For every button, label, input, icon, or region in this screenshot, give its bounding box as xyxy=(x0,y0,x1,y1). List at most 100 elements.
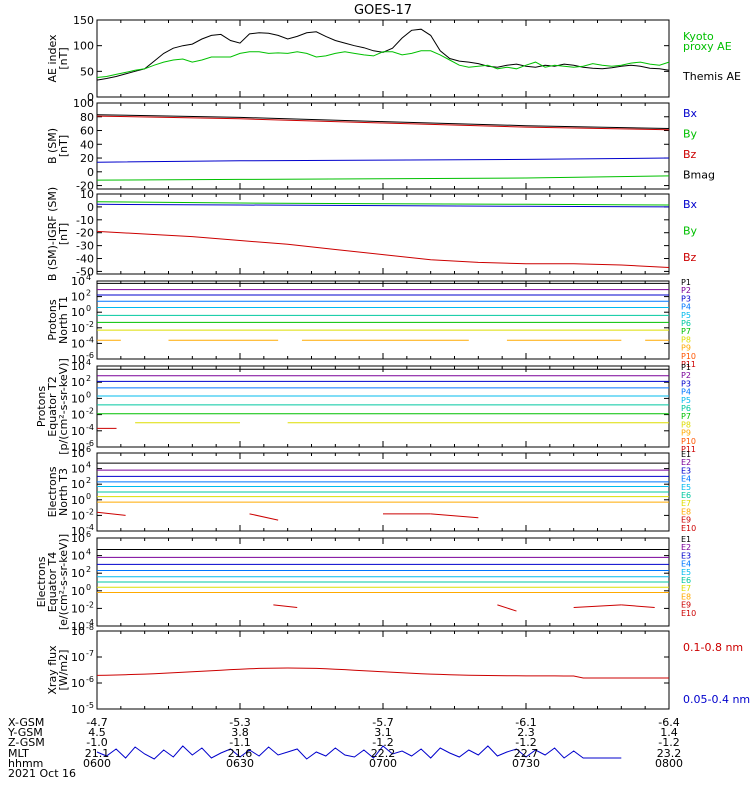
xray-short-line xyxy=(96,745,622,760)
y-axis-label: [p/(cm²-s-sr-keV)] xyxy=(57,358,70,455)
xaxis-value: 0630 xyxy=(226,757,254,770)
legend-label: Kyoto xyxy=(683,30,714,43)
series-line xyxy=(96,203,670,208)
y-axis-label: North T1 xyxy=(57,296,70,344)
legend-label: P7 xyxy=(681,412,691,421)
legend-label: P8 xyxy=(681,420,691,429)
y-tick-label: 10 xyxy=(71,703,85,716)
xaxis-value: 3.1 xyxy=(374,726,392,739)
legend-label: Bmag xyxy=(683,169,715,182)
legend-label: Bz xyxy=(683,148,697,161)
legend-label: P2 xyxy=(681,286,691,295)
y-axis-label: Xray flux xyxy=(46,645,59,695)
y-tick-label: -30 xyxy=(76,240,94,253)
legend-label: E1 xyxy=(681,535,691,544)
legend-label: P2 xyxy=(681,371,691,380)
flux-segment xyxy=(273,604,298,609)
y-tick-exponent: -6 xyxy=(86,439,94,448)
y-tick-exponent: 6 xyxy=(86,530,91,539)
y-tick-exponent: 2 xyxy=(86,289,91,298)
xaxis-value: -4.7 xyxy=(86,716,107,729)
xaxis-row-label: Y-GSM xyxy=(7,726,43,739)
y-tick-label: 10 xyxy=(71,550,85,563)
series-line xyxy=(96,114,670,129)
y-tick-exponent: -2 xyxy=(86,600,94,609)
y-tick-label: 10 xyxy=(71,620,85,633)
y-tick-label: 10 xyxy=(71,567,85,580)
y-tick-label: 10 xyxy=(71,525,85,538)
flux-segment xyxy=(249,513,279,521)
y-tick-label: 10 xyxy=(71,275,85,288)
y-tick-exponent: -4 xyxy=(86,423,94,432)
y-tick-label: 10 xyxy=(71,509,85,522)
xaxis-value: -5.3 xyxy=(229,716,250,729)
series-line xyxy=(96,175,670,181)
y-axis-label: AE index xyxy=(46,34,59,83)
y-tick-label: 10 xyxy=(71,337,85,350)
xaxis-value: -1.0 xyxy=(86,736,107,749)
legend-label: E4 xyxy=(681,475,691,484)
xaxis-value: 22.7 xyxy=(514,747,539,760)
legend-label: P1 xyxy=(681,363,691,372)
legend-label: E3 xyxy=(681,551,691,560)
y-tick-exponent: 2 xyxy=(86,374,91,383)
legend-label: E8 xyxy=(681,507,691,516)
legend-label: E7 xyxy=(681,584,691,593)
legend-label: E8 xyxy=(681,592,691,601)
legend-label: E2 xyxy=(681,543,691,552)
y-tick-exponent: 0 xyxy=(86,492,91,501)
y-tick-exponent: -2 xyxy=(86,407,94,416)
y-tick-exponent: -8 xyxy=(86,623,94,632)
xaxis-value: 21.6 xyxy=(228,747,253,760)
legend-label: E1 xyxy=(681,450,691,459)
legend-label: P10 xyxy=(681,352,696,361)
y-tick-label: 0 xyxy=(87,201,94,214)
y-tick-exponent: -7 xyxy=(86,649,94,658)
y-tick-exponent: -2 xyxy=(86,507,94,516)
y-tick-exponent: -2 xyxy=(86,320,94,329)
flux-segment xyxy=(497,604,517,612)
y-tick-label: 10 xyxy=(71,677,85,690)
xaxis-value: 1.4 xyxy=(660,726,678,739)
y-tick-label: 0 xyxy=(87,91,94,104)
y-tick-exponent: -5 xyxy=(86,701,94,710)
y-tick-label: 10 xyxy=(71,425,85,438)
xaxis-value: -6.1 xyxy=(515,716,536,729)
legend-label: By xyxy=(683,128,698,141)
y-tick-exponent: 4 xyxy=(86,461,91,470)
legend-label: E6 xyxy=(681,576,691,585)
series-line xyxy=(96,28,670,81)
y-tick-label: 10 xyxy=(71,494,85,507)
legend-label: 0.1-0.8 nm xyxy=(683,641,743,654)
y-tick-label: 10 xyxy=(71,463,85,476)
xaxis-value: 22.2 xyxy=(371,747,396,760)
legend-label: Bx xyxy=(683,107,698,120)
legend-label: 0.05-0.4 nm xyxy=(683,693,750,706)
legend-label: Bx xyxy=(683,198,698,211)
xaxis-value: 0730 xyxy=(512,757,540,770)
legend-label: P3 xyxy=(681,294,691,303)
legend-label: By xyxy=(683,224,698,237)
legend-label: P8 xyxy=(681,335,691,344)
y-tick-exponent: -6 xyxy=(86,675,94,684)
y-axis-label: [nT] xyxy=(57,135,70,157)
legend-label: P11 xyxy=(681,360,696,369)
legend-label: P9 xyxy=(681,429,691,438)
y-tick-label: 10 xyxy=(71,322,85,335)
panel-frame xyxy=(96,365,670,448)
legend-label: E10 xyxy=(681,609,696,618)
y-tick-label: 10 xyxy=(71,447,85,460)
y-tick-label: 10 xyxy=(71,409,85,422)
y-tick-label: -20 xyxy=(76,227,94,240)
y-tick-exponent: 0 xyxy=(86,583,91,592)
panel-frame xyxy=(96,630,670,710)
xaxis-value: 23.2 xyxy=(657,747,682,760)
y-tick-label: 10 xyxy=(80,188,94,201)
y-tick-label: 10 xyxy=(71,376,85,389)
y-tick-exponent: -4 xyxy=(86,523,94,532)
y-tick-label: 40 xyxy=(80,138,94,151)
